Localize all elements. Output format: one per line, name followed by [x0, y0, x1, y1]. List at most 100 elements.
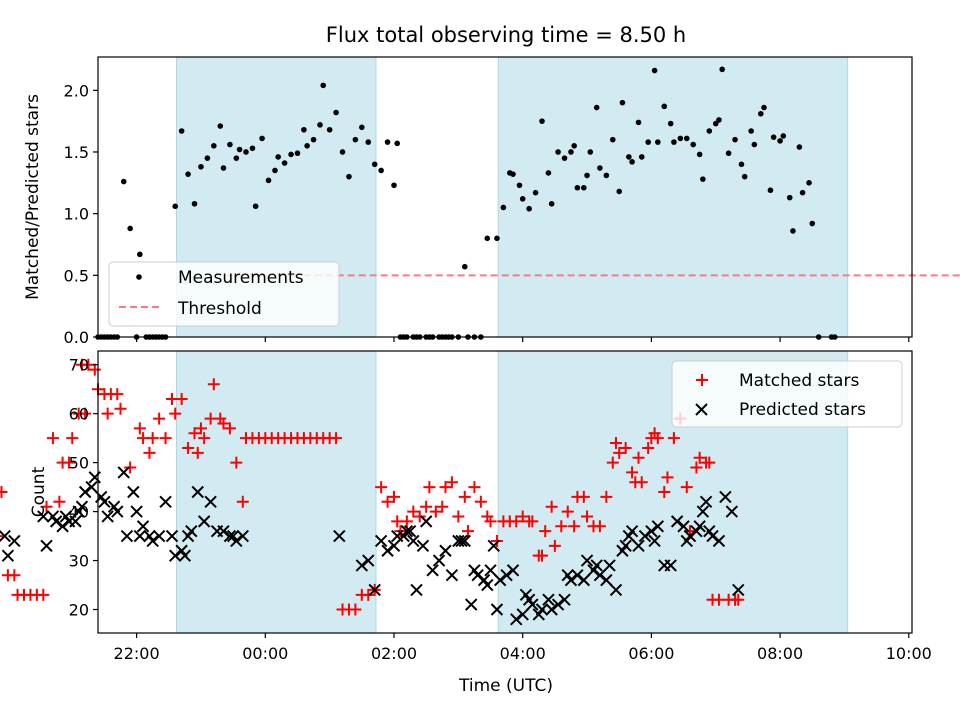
- matched-star-point: [407, 505, 420, 518]
- y-tick-label: 0.5: [64, 266, 89, 285]
- bottom-panel: 20 30 40 50 60 70 22:00 00:00 02:00 04:00 06:00 08…: [0, 350, 932, 696]
- measurement-point: [510, 171, 516, 177]
- matched-star-point: [561, 505, 574, 518]
- matched-star-point: [568, 520, 581, 533]
- predicted-star-point: [419, 515, 433, 528]
- matched-star-point: [46, 432, 59, 445]
- measurement-point: [767, 187, 774, 194]
- predicted-star-point: [683, 529, 697, 543]
- predicted-star-point: [432, 554, 446, 567]
- measurement-point: [326, 126, 333, 133]
- measurement-point: [198, 163, 204, 170]
- matched-star-point: [133, 422, 146, 435]
- measurement-point: [516, 182, 523, 189]
- matched-star-point: [40, 500, 53, 513]
- predicted-star-point: [403, 524, 417, 538]
- matched-star-point: [510, 515, 523, 528]
- measurement-point: [584, 172, 590, 179]
- y-tick-label: 1.5: [64, 143, 89, 162]
- matched-star-point: [236, 495, 249, 508]
- y-tick-label: 50: [69, 454, 89, 473]
- top-legend: Measurements Threshold: [108, 261, 340, 327]
- predicted-star-point: [706, 529, 719, 543]
- predicted-star-point: [487, 539, 500, 553]
- matched-star-point: [635, 476, 648, 489]
- predicted-star-point: [197, 515, 211, 528]
- measurement-point: [252, 203, 259, 210]
- predicted-star-point: [632, 539, 645, 553]
- top-y-axis-label: Matched/Predicted stars: [23, 94, 43, 300]
- measurement-point: [220, 165, 227, 171]
- measurement-point: [626, 154, 632, 160]
- measurement-point: [738, 161, 745, 168]
- predicted-star-point: [725, 505, 739, 518]
- y-tick-label: 30: [69, 552, 89, 571]
- measurement-point: [770, 134, 777, 140]
- predicted-star-point: [120, 529, 134, 543]
- matched-star-point: [642, 441, 655, 454]
- predicted-star-point: [465, 598, 478, 611]
- top-legend-box: [108, 261, 340, 327]
- measurement-point: [539, 118, 545, 124]
- predicted-star-point: [593, 569, 607, 582]
- measurement-point: [281, 160, 288, 166]
- matched-star-point: [153, 412, 166, 425]
- predicted-star-point: [407, 534, 420, 548]
- predicted-star-point: [619, 539, 632, 553]
- y-tick-label: 0.0: [64, 328, 89, 347]
- measurement-point: [384, 139, 391, 145]
- matched-star-point: [632, 451, 645, 464]
- measurement-point: [317, 122, 323, 128]
- matched-star-point: [626, 466, 639, 479]
- predicted-star-point: [696, 505, 710, 518]
- measurement-point: [371, 161, 378, 168]
- measurement-point: [391, 182, 397, 189]
- legend-predicted-label: Predicted stars: [739, 400, 866, 420]
- measurement-point: [127, 225, 133, 232]
- measurement-point: [519, 196, 526, 202]
- measurement-point: [786, 194, 793, 201]
- top-shaded-regions: [176, 56, 849, 338]
- predicted-star-point: [8, 534, 21, 548]
- measurement-point: [333, 109, 339, 116]
- matched-star-point: [230, 456, 243, 469]
- shaded-region-1: [497, 56, 849, 338]
- predicted-star-point: [191, 485, 204, 499]
- predicted-star-point: [506, 564, 520, 577]
- predicted-star-point: [410, 583, 423, 597]
- measurement-point: [587, 149, 594, 155]
- measurement-point: [310, 136, 317, 143]
- measurement-point: [751, 141, 758, 148]
- predicted-star-point: [130, 505, 143, 518]
- measurement-point: [719, 66, 725, 73]
- predicted-star-point: [670, 515, 684, 528]
- measurement-point: [545, 170, 552, 176]
- matched-star-point: [474, 495, 487, 508]
- measurement-point: [677, 135, 684, 142]
- predicted-star-point: [535, 603, 549, 616]
- measurement-point: [790, 228, 796, 234]
- measurement-point: [777, 138, 783, 144]
- bottom-legend: Matched stars Predicted stars: [671, 360, 903, 428]
- matched-star-point: [577, 490, 590, 503]
- predicted-star-point: [37, 510, 50, 523]
- matched-star-point: [516, 510, 529, 523]
- predicted-star-point: [426, 564, 439, 577]
- measurement-point: [561, 155, 568, 161]
- matched-star-point: [452, 510, 465, 523]
- measurement-point: [494, 235, 500, 242]
- measurement-point: [185, 171, 191, 177]
- matched-star-point: [0, 486, 8, 498]
- measurement-point: [725, 150, 732, 157]
- matched-star-point: [439, 481, 452, 494]
- matched-star-point: [124, 461, 137, 474]
- matched-star-point: [526, 515, 539, 528]
- predicted-star-point: [526, 598, 539, 611]
- predicted-star-point: [69, 515, 82, 528]
- measurement-point: [137, 251, 143, 258]
- matched-star-point: [606, 456, 619, 469]
- matched-star-point: [732, 593, 745, 606]
- predicted-star-point: [400, 524, 414, 538]
- matched-star-point: [159, 432, 172, 445]
- x-tick-label: 00:00: [242, 644, 288, 663]
